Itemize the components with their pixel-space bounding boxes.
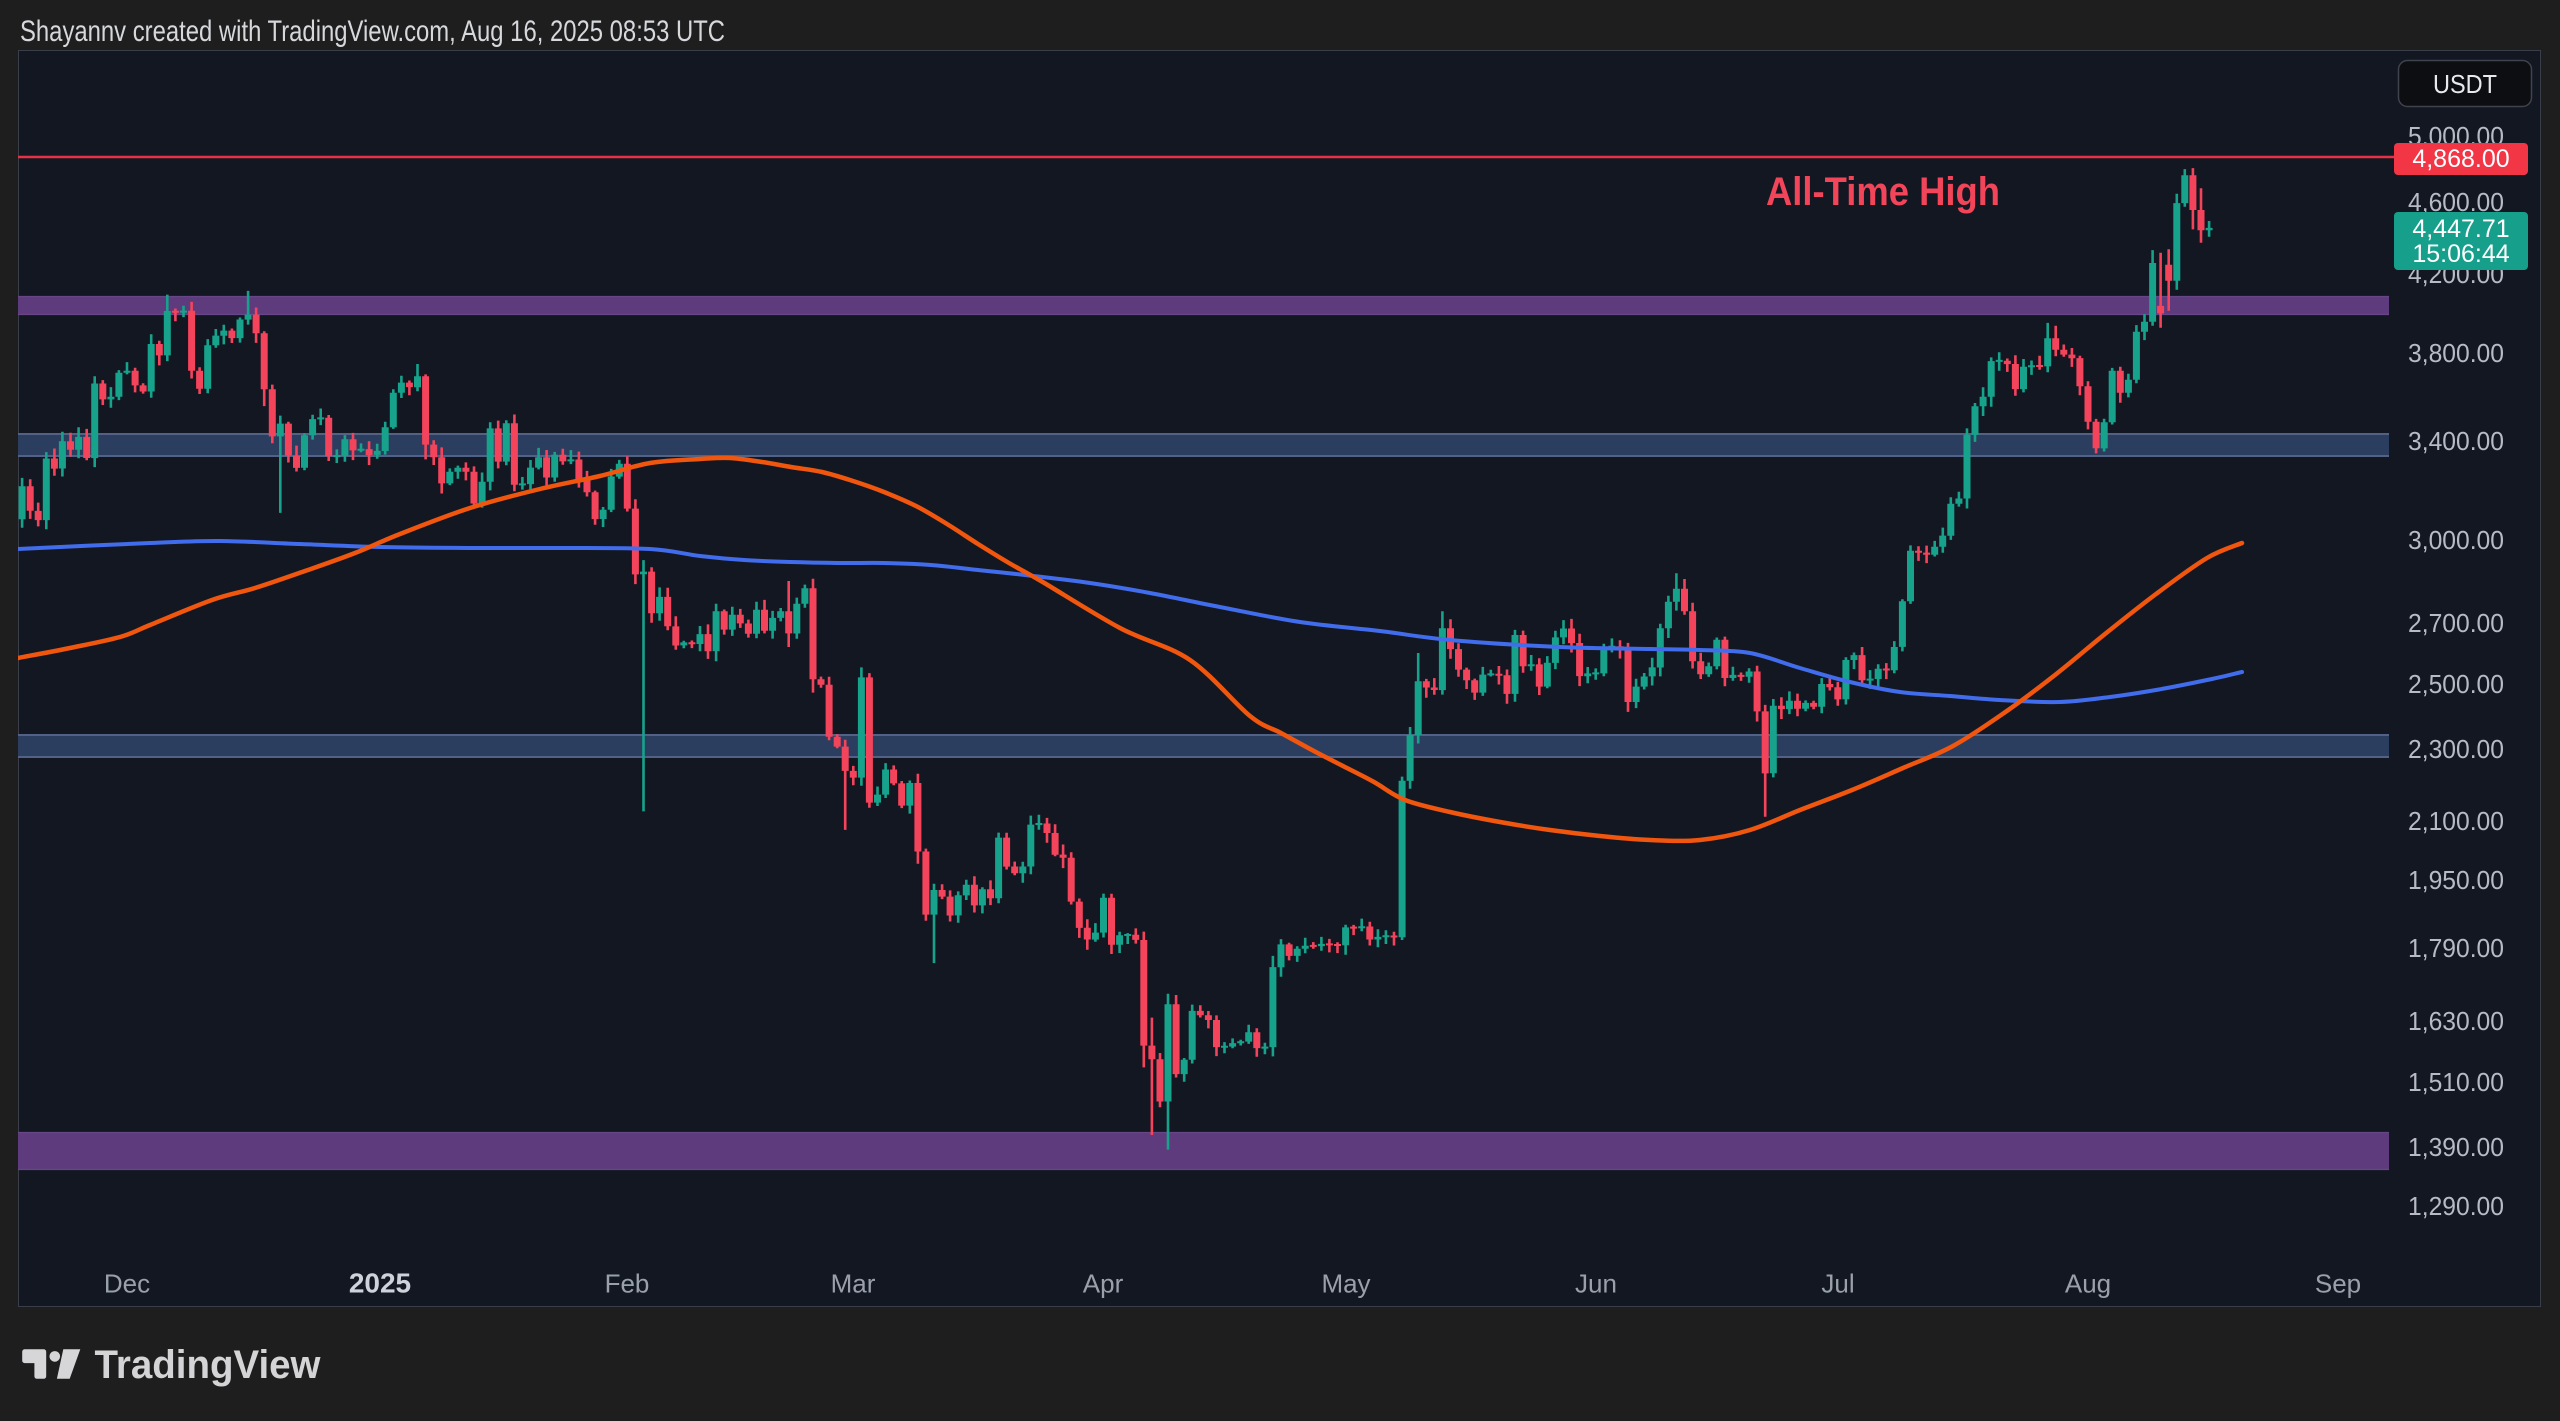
svg-text:TradingView: TradingView xyxy=(95,1343,322,1387)
svg-text:3,400.00: 3,400.00 xyxy=(2408,426,2504,456)
svg-text:All-Time High: All-Time High xyxy=(1766,170,2000,214)
svg-text:2,500.00: 2,500.00 xyxy=(2408,669,2504,699)
svg-text:Mar: Mar xyxy=(831,1269,876,1299)
svg-text:4,868.00: 4,868.00 xyxy=(2412,145,2509,173)
svg-text:Dec: Dec xyxy=(104,1269,150,1299)
svg-text:2,700.00: 2,700.00 xyxy=(2408,608,2504,638)
svg-text:3,000.00: 3,000.00 xyxy=(2408,525,2504,555)
svg-text:2,300.00: 2,300.00 xyxy=(2408,734,2504,764)
svg-text:2025: 2025 xyxy=(349,1268,411,1299)
svg-text:3,800.00: 3,800.00 xyxy=(2408,338,2504,368)
svg-text:2,100.00: 2,100.00 xyxy=(2408,806,2504,836)
svg-text:1,390.00: 1,390.00 xyxy=(2408,1132,2504,1162)
svg-text:1,630.00: 1,630.00 xyxy=(2408,1006,2504,1036)
svg-text:Jul: Jul xyxy=(1821,1269,1854,1299)
svg-text:Apr: Apr xyxy=(1083,1269,1124,1299)
svg-text:1,290.00: 1,290.00 xyxy=(2408,1191,2504,1221)
svg-text:May: May xyxy=(1321,1269,1370,1299)
svg-text:Jun: Jun xyxy=(1575,1269,1617,1299)
svg-text:Shayannv created with TradingV: Shayannv created with TradingView.com, A… xyxy=(20,15,725,48)
svg-text:1,790.00: 1,790.00 xyxy=(2408,933,2504,963)
svg-text:1,950.00: 1,950.00 xyxy=(2408,865,2504,895)
svg-text:4,447.71: 4,447.71 xyxy=(2412,215,2509,243)
svg-text:USDT: USDT xyxy=(2433,69,2497,99)
svg-text:15:06:44: 15:06:44 xyxy=(2412,240,2509,268)
svg-text:Sep: Sep xyxy=(2315,1269,2361,1299)
svg-text:Feb: Feb xyxy=(605,1269,650,1299)
svg-text:Aug: Aug xyxy=(2065,1269,2111,1299)
svg-text:1,510.00: 1,510.00 xyxy=(2408,1067,2504,1097)
